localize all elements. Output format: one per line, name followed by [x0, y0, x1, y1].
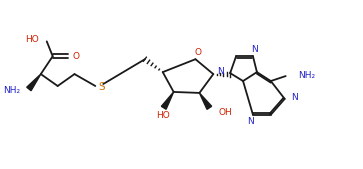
- Text: S: S: [98, 82, 105, 92]
- Text: HO: HO: [156, 111, 170, 120]
- Text: N: N: [252, 45, 258, 54]
- Polygon shape: [27, 74, 41, 91]
- Text: O: O: [195, 48, 202, 57]
- Polygon shape: [162, 92, 174, 109]
- Text: OH: OH: [218, 108, 232, 117]
- Text: HO: HO: [25, 35, 39, 44]
- Polygon shape: [199, 93, 212, 109]
- Text: NH₂: NH₂: [298, 71, 316, 80]
- Text: N: N: [291, 93, 298, 102]
- Text: NH₂: NH₂: [3, 87, 20, 95]
- Text: O: O: [73, 52, 79, 61]
- Text: N: N: [217, 67, 224, 76]
- Text: N: N: [248, 117, 254, 126]
